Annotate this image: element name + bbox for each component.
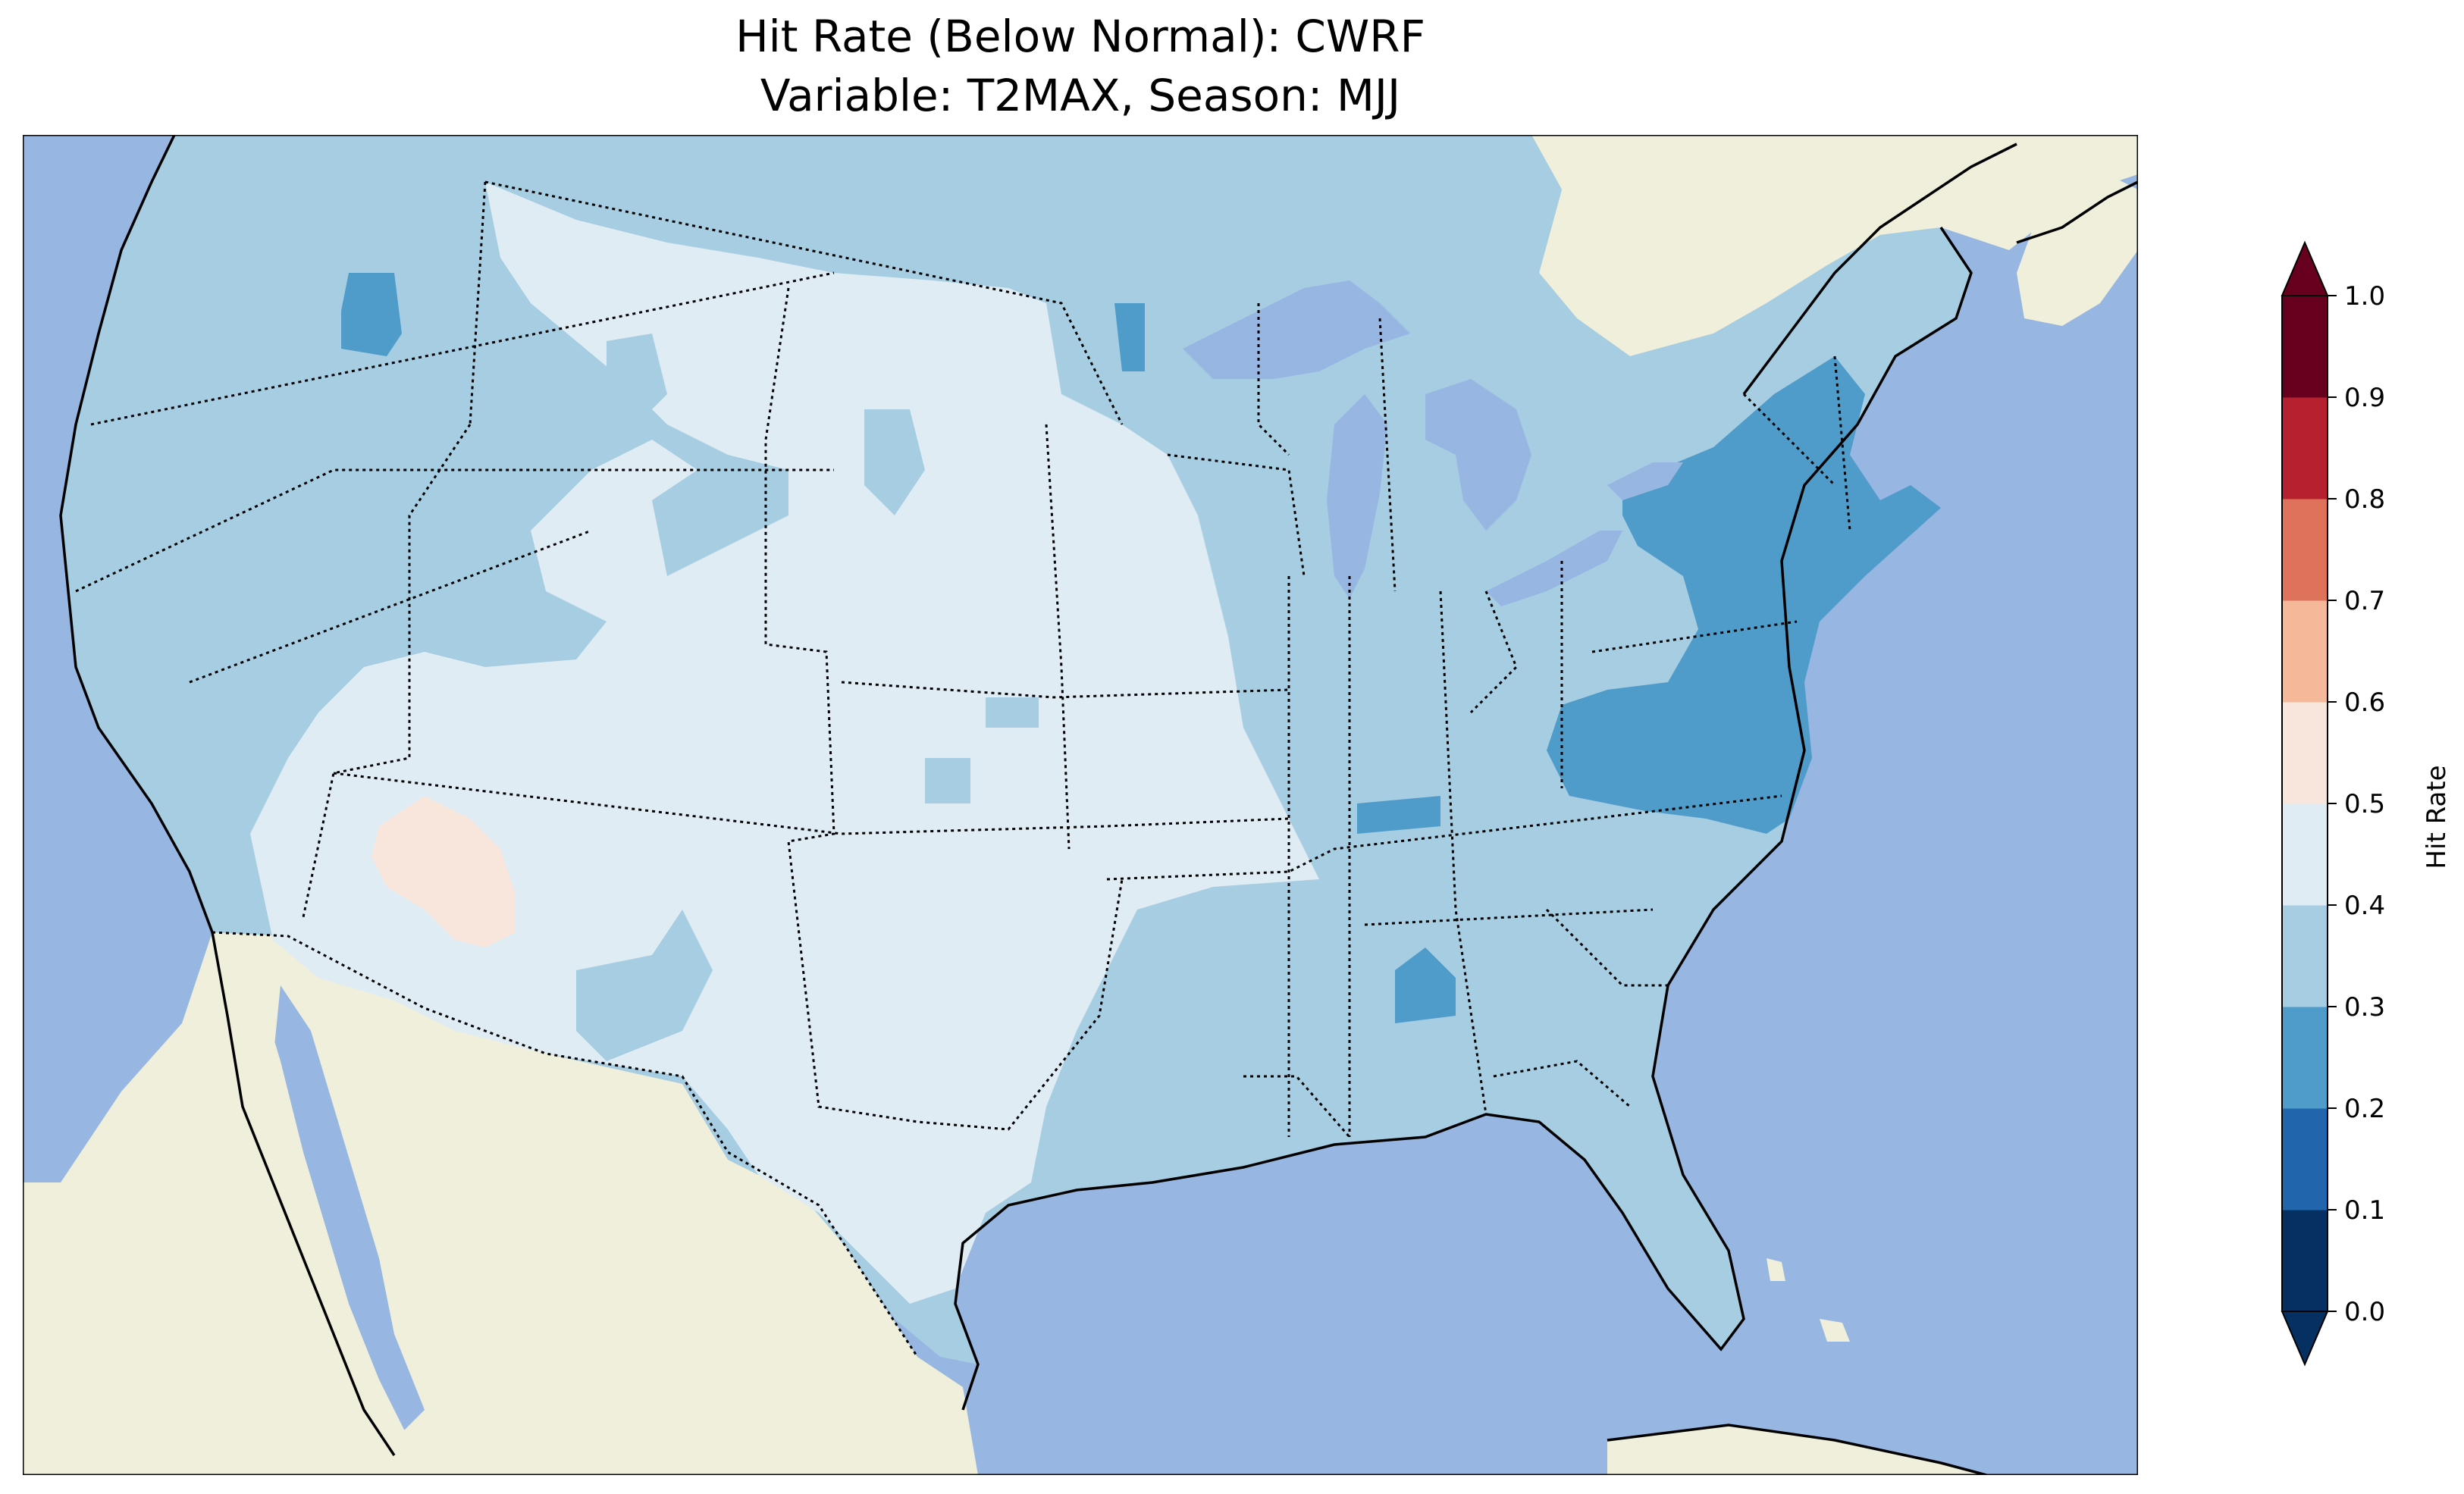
colorbar-tick-label: 0.7 bbox=[2344, 586, 2385, 616]
cuba-land bbox=[1607, 1425, 1986, 1475]
colorbar-segment bbox=[2282, 397, 2328, 500]
colorbar-under-extension bbox=[2281, 1311, 2329, 1367]
colorbar-segment bbox=[2282, 702, 2328, 804]
colorbar-segment bbox=[2282, 905, 2328, 1007]
hit-rate-patch-minnesota bbox=[1114, 303, 1145, 371]
canada-land bbox=[174, 135, 2138, 356]
colorbar-tick-label: 0.0 bbox=[2344, 1297, 2385, 1327]
hit-rate-region-0.5-0.6 bbox=[371, 796, 516, 947]
colorbar-segment bbox=[2282, 600, 2328, 703]
colorbar-tick-label: 0.2 bbox=[2344, 1094, 2385, 1124]
colorbar-segment bbox=[2282, 1007, 2328, 1109]
lake-michigan bbox=[1327, 394, 1387, 599]
colorbar-tick-label: 0.8 bbox=[2344, 484, 2385, 515]
colorbar-label: Hit Rate bbox=[2422, 765, 2452, 869]
colorbar-tick-label: 0.4 bbox=[2344, 891, 2385, 921]
colorbar-tick-label: 0.9 bbox=[2344, 383, 2385, 413]
colorbar-segment bbox=[2282, 1108, 2328, 1211]
bahamas-land bbox=[1766, 1258, 1850, 1342]
atlantic-canada-land bbox=[2017, 174, 2138, 326]
hit-rate-patch-kansas bbox=[925, 697, 1039, 803]
map-area bbox=[23, 135, 2138, 1475]
lake-ontario bbox=[1607, 462, 1683, 500]
colorbar-tick-label: 0.3 bbox=[2344, 992, 2385, 1023]
gulf-of-california bbox=[273, 985, 425, 1440]
colorbar: 0.0 0.1 0.2 0.3 0.4 0.5 0.6 0.7 0.8 0.9 1.0 bbox=[2281, 240, 2385, 1367]
lake-huron bbox=[1425, 379, 1531, 531]
colorbar-segment bbox=[2282, 1210, 2328, 1312]
coastlines bbox=[59, 135, 2138, 1475]
map-title-line-2: Variable: T2MAX, Season: MJJ bbox=[760, 70, 1400, 121]
hit-rate-region-0.4-0.5 bbox=[250, 182, 1319, 1304]
hit-rate-patch-kentucky bbox=[1357, 796, 1440, 834]
colorbar-tick-label: 0.5 bbox=[2344, 789, 2385, 819]
lake-superior bbox=[1183, 280, 1410, 379]
hit-rate-patch-alabama bbox=[1395, 947, 1456, 1023]
colorbar-segment bbox=[2282, 499, 2328, 601]
colorbar-segment bbox=[2282, 803, 2328, 906]
colorbar-tick-label: 0.6 bbox=[2344, 687, 2385, 718]
hit-rate-patch-washington bbox=[341, 273, 402, 356]
colorbar-over-extension bbox=[2281, 240, 2329, 296]
state-borders bbox=[75, 135, 1851, 1358]
great-lakes bbox=[1183, 280, 1683, 606]
hit-rate-patch-montana bbox=[607, 334, 667, 424]
lake-erie bbox=[1486, 531, 1622, 606]
map-title-line-1: Hit Rate (Below Normal): CWRF bbox=[735, 11, 1425, 62]
hit-rate-patch-dakota bbox=[864, 409, 925, 515]
hit-rate-patch-nm bbox=[576, 910, 713, 1061]
colorbar-tick-label: 1.0 bbox=[2344, 281, 2385, 312]
baja-land bbox=[205, 932, 425, 1475]
colorbar-tick-label: 0.1 bbox=[2344, 1195, 2385, 1226]
colorbar-segment bbox=[2282, 296, 2328, 398]
